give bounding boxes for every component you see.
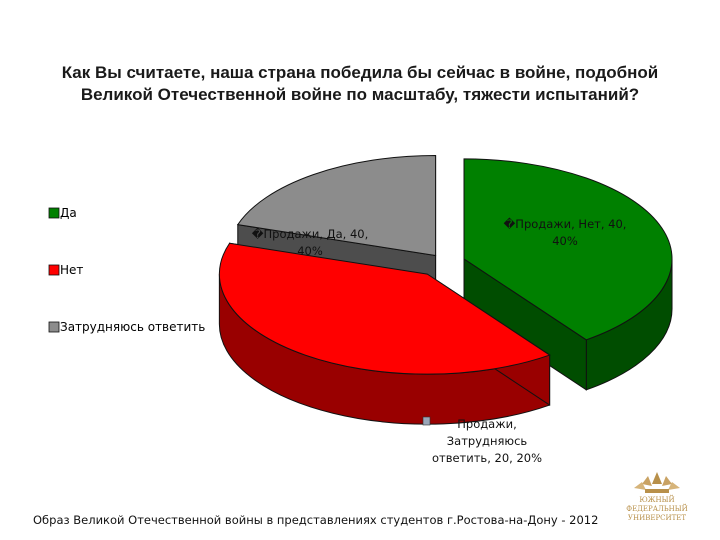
- legend-swatch-затрудняюсь-ответить: [48, 321, 60, 333]
- legend-label-нет: Нет: [60, 263, 83, 277]
- data-label-затрудняюсь-ответить-line-1: Продажи,: [457, 417, 516, 431]
- legend: Да Нет Затрудняюсь ответить: [48, 206, 205, 334]
- data-label-да: �Продажи, Да, 40, 40%: [252, 227, 369, 258]
- legend-swatch-нет: [48, 264, 60, 276]
- university-logo-line-3: УНИВЕРСИТЕТ: [628, 514, 686, 522]
- data-label-нет: �Продажи, Нет, 40, 40%: [504, 217, 627, 248]
- legend-item-да: Да: [48, 206, 77, 220]
- data-label-нет-line-1: �Продажи, Нет, 40,: [504, 217, 627, 231]
- university-logo: ЮЖНЫЙ ФЕДЕРАЛЬНЫЙ УНИВЕРСИТЕТ: [626, 472, 688, 522]
- pie-slice-нет: [218, 242, 551, 375]
- university-logo-line-2: ФЕДЕРАЛЬНЫЙ: [626, 504, 687, 513]
- legend-label-да: Да: [60, 206, 77, 220]
- legend-label-затрудняюсь-ответить: Затрудняюсь ответить: [60, 320, 205, 334]
- legend-item-нет: Нет: [48, 263, 83, 277]
- data-label-затрудняюсь-ответить-line-3: ответить, 20, 20%: [432, 451, 542, 465]
- university-logo-line-1: ЮЖНЫЙ: [639, 495, 674, 504]
- university-logo-emblem: [634, 472, 680, 493]
- chart-title-line-1: Как Вы считаете, наша страна победила бы…: [61, 63, 659, 82]
- data-label-да-line-2: 40%: [297, 244, 323, 258]
- chart-title-line-2: Великой Отечественной войне по масштабу,…: [80, 85, 640, 104]
- data-label-затрудняюсь-ответить-line-2: Затрудняюсь: [447, 434, 528, 448]
- legend-swatch-да: [48, 207, 60, 219]
- data-label-затрудняюсь-ответить: Продажи, Затрудняюсь ответить, 20, 20%: [432, 417, 542, 465]
- chart-title: Как Вы считаете, наша страна победила бы…: [20, 62, 700, 106]
- data-label-marker-затрудняюсь-ответить: [422, 416, 431, 426]
- pie-slice-да: [463, 158, 673, 341]
- legend-item-затрудняюсь-ответить: Затрудняюсь ответить: [48, 320, 205, 334]
- data-label-да-line-1: �Продажи, Да, 40,: [252, 227, 369, 241]
- pie-tops: [218, 155, 673, 375]
- pie-slice-затрудняюсь-ответить: [236, 155, 437, 257]
- data-label-нет-line-2: 40%: [552, 234, 578, 248]
- footer-caption: Образ Великой Отечественной войны в пред…: [33, 513, 599, 527]
